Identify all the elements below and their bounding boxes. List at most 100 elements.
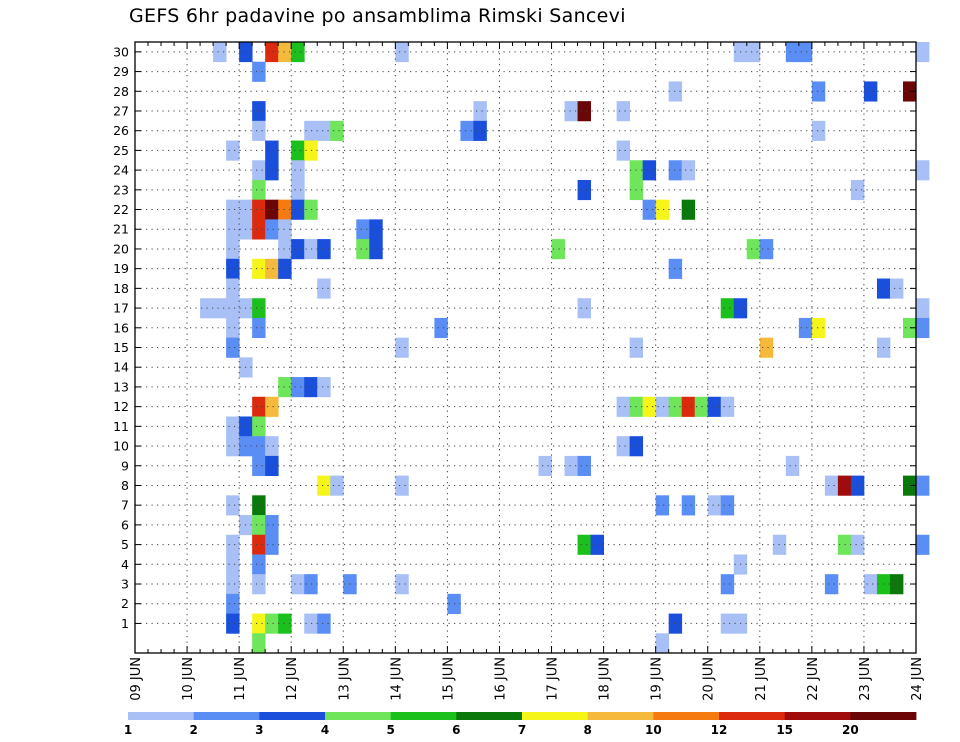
heatmap-cell <box>252 455 266 477</box>
heatmap-cell <box>707 495 722 516</box>
heatmap-cell <box>655 495 670 516</box>
heatmap-cell <box>226 436 240 457</box>
y-tick-label: 17 <box>113 301 129 316</box>
heatmap-cell <box>252 317 266 339</box>
colorbar-swatch <box>784 712 851 720</box>
colorbar-label: 5 <box>386 723 394 737</box>
heatmap-cell <box>291 574 305 595</box>
heatmap-cell <box>265 455 279 477</box>
heatmap-cell <box>265 436 279 457</box>
heatmap-cell <box>317 239 331 260</box>
heatmap-cell <box>916 42 930 63</box>
heatmap-cell <box>889 574 904 595</box>
heatmap-cell <box>291 140 305 161</box>
heatmap-cell <box>317 278 331 299</box>
chart-title: GEFS 6hr padavine po ansamblima Rimski S… <box>129 5 626 27</box>
heatmap-cell <box>252 160 266 181</box>
colorbar-swatch <box>390 712 457 720</box>
y-tick-label: 9 <box>121 458 129 473</box>
heatmap-cell <box>252 633 266 654</box>
heatmap-cell <box>226 239 240 260</box>
heatmap-cell <box>642 396 657 417</box>
heatmap-cell <box>226 278 240 299</box>
heatmap-cell <box>252 199 266 220</box>
heatmap-cell <box>369 239 383 260</box>
colorbar: 1 2 3 4 5 6 7 8 10 12 15 20 <box>124 712 917 737</box>
x-tick-label: 09 JUN <box>129 657 144 701</box>
colorbar-swatch <box>653 712 720 720</box>
heatmap-cell <box>278 613 292 634</box>
heatmap-cell <box>265 160 279 181</box>
heatmap-cell <box>902 475 917 496</box>
heatmap-cell <box>889 278 904 299</box>
heatmap-cell <box>291 160 305 181</box>
heatmap-cell <box>226 495 240 516</box>
colorbar-label: 15 <box>776 723 793 737</box>
heatmap-cell <box>252 396 266 417</box>
heatmap-cell <box>265 140 279 161</box>
heatmap-cell <box>616 140 631 161</box>
heatmap-cell <box>226 534 240 555</box>
heatmap-cell <box>720 574 735 595</box>
colorbar-label: 6 <box>452 723 460 737</box>
heatmap-cell <box>655 199 670 220</box>
colorbar-label: 1 <box>124 723 132 737</box>
heatmap-cell <box>668 396 683 417</box>
x-tick-label: 11 JUN <box>233 657 248 701</box>
heatmap-cell <box>720 495 735 516</box>
heatmap-cell <box>369 219 383 240</box>
y-tick-label: 26 <box>113 123 129 138</box>
colorbar-label: 20 <box>842 723 859 737</box>
y-tick-label: 21 <box>113 222 129 237</box>
heatmap-cell <box>304 613 318 634</box>
heatmap-cell <box>759 337 774 358</box>
heatmap-cell <box>798 42 813 63</box>
heatmap-cell <box>291 199 305 220</box>
heatmap-cell <box>278 239 292 260</box>
heatmap-cell <box>330 120 344 141</box>
heatmap-cell <box>785 42 800 63</box>
heatmap-cell <box>278 42 292 63</box>
heatmap-cell <box>863 81 878 102</box>
heatmap-cell <box>317 120 331 141</box>
heatmap-cell <box>916 534 930 555</box>
colorbar-swatch <box>193 712 260 720</box>
x-tick-label: 23 JUN <box>858 657 873 701</box>
colorbar-swatch <box>719 712 786 720</box>
heatmap-cell <box>304 120 318 141</box>
heatmap-cell <box>473 120 487 141</box>
heatmap-cell <box>252 61 266 82</box>
gridlines <box>135 42 916 653</box>
heatmap-cell <box>226 258 240 279</box>
heatmap-cell <box>291 377 305 398</box>
heatmap-cell <box>265 199 279 220</box>
x-tick-labels: 09 JUN 10 JUN 11 JUN 12 JUN 13 JUN 14 JUN 15 J… <box>129 657 925 701</box>
heatmap-cell <box>577 298 591 319</box>
heatmap-cell <box>252 613 266 634</box>
heatmap-cell <box>798 317 813 339</box>
y-tick-label: 1 <box>121 616 129 631</box>
heatmap-cell <box>226 140 240 161</box>
axis-ticks <box>134 42 917 653</box>
heatmap-cell <box>916 475 930 496</box>
heatmap-cell <box>902 81 917 102</box>
heatmap-cell <box>226 219 240 240</box>
x-tick-label: 24 JUN <box>910 657 925 701</box>
heatmap-cell <box>226 298 240 319</box>
heatmap-cell <box>707 396 722 417</box>
heatmap-cell <box>720 396 735 417</box>
y-tick-label: 27 <box>113 103 129 118</box>
colorbar-swatch <box>325 712 392 720</box>
x-tick-label: 18 JUN <box>598 657 613 701</box>
y-tick-label: 6 <box>121 517 129 532</box>
heatmap-cell <box>577 179 591 201</box>
y-tick-label: 8 <box>121 478 129 493</box>
heatmap-cell <box>317 613 331 634</box>
heatmap-cell <box>226 337 240 358</box>
heatmap-cell <box>824 574 839 595</box>
y-tick-label: 24 <box>113 163 129 178</box>
heatmap-cell <box>916 317 930 339</box>
colorbar-swatch <box>850 712 917 720</box>
heatmap-cell <box>746 42 761 63</box>
x-tick-label: 14 JUN <box>389 657 404 701</box>
